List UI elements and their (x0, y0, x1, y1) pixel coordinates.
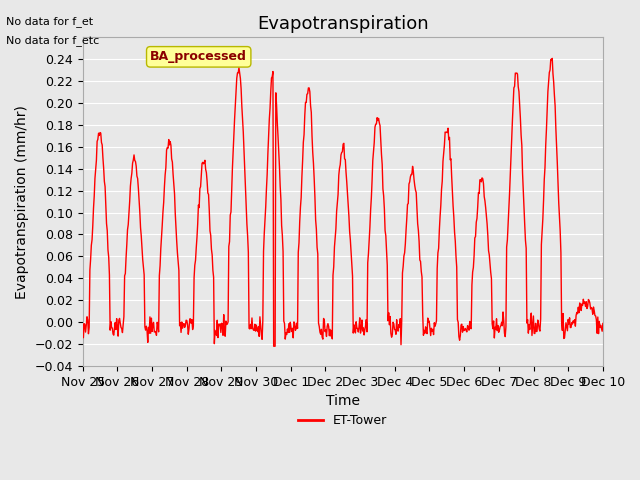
Y-axis label: Evapotranspiration (mm/hr): Evapotranspiration (mm/hr) (15, 105, 29, 299)
Title: Evapotranspiration: Evapotranspiration (257, 15, 429, 33)
Text: No data for f_etc: No data for f_etc (6, 35, 100, 46)
Legend: ET-Tower: ET-Tower (293, 409, 392, 432)
X-axis label: Time: Time (326, 394, 360, 408)
Text: No data for f_et: No data for f_et (6, 16, 93, 27)
Text: BA_processed: BA_processed (150, 50, 247, 63)
